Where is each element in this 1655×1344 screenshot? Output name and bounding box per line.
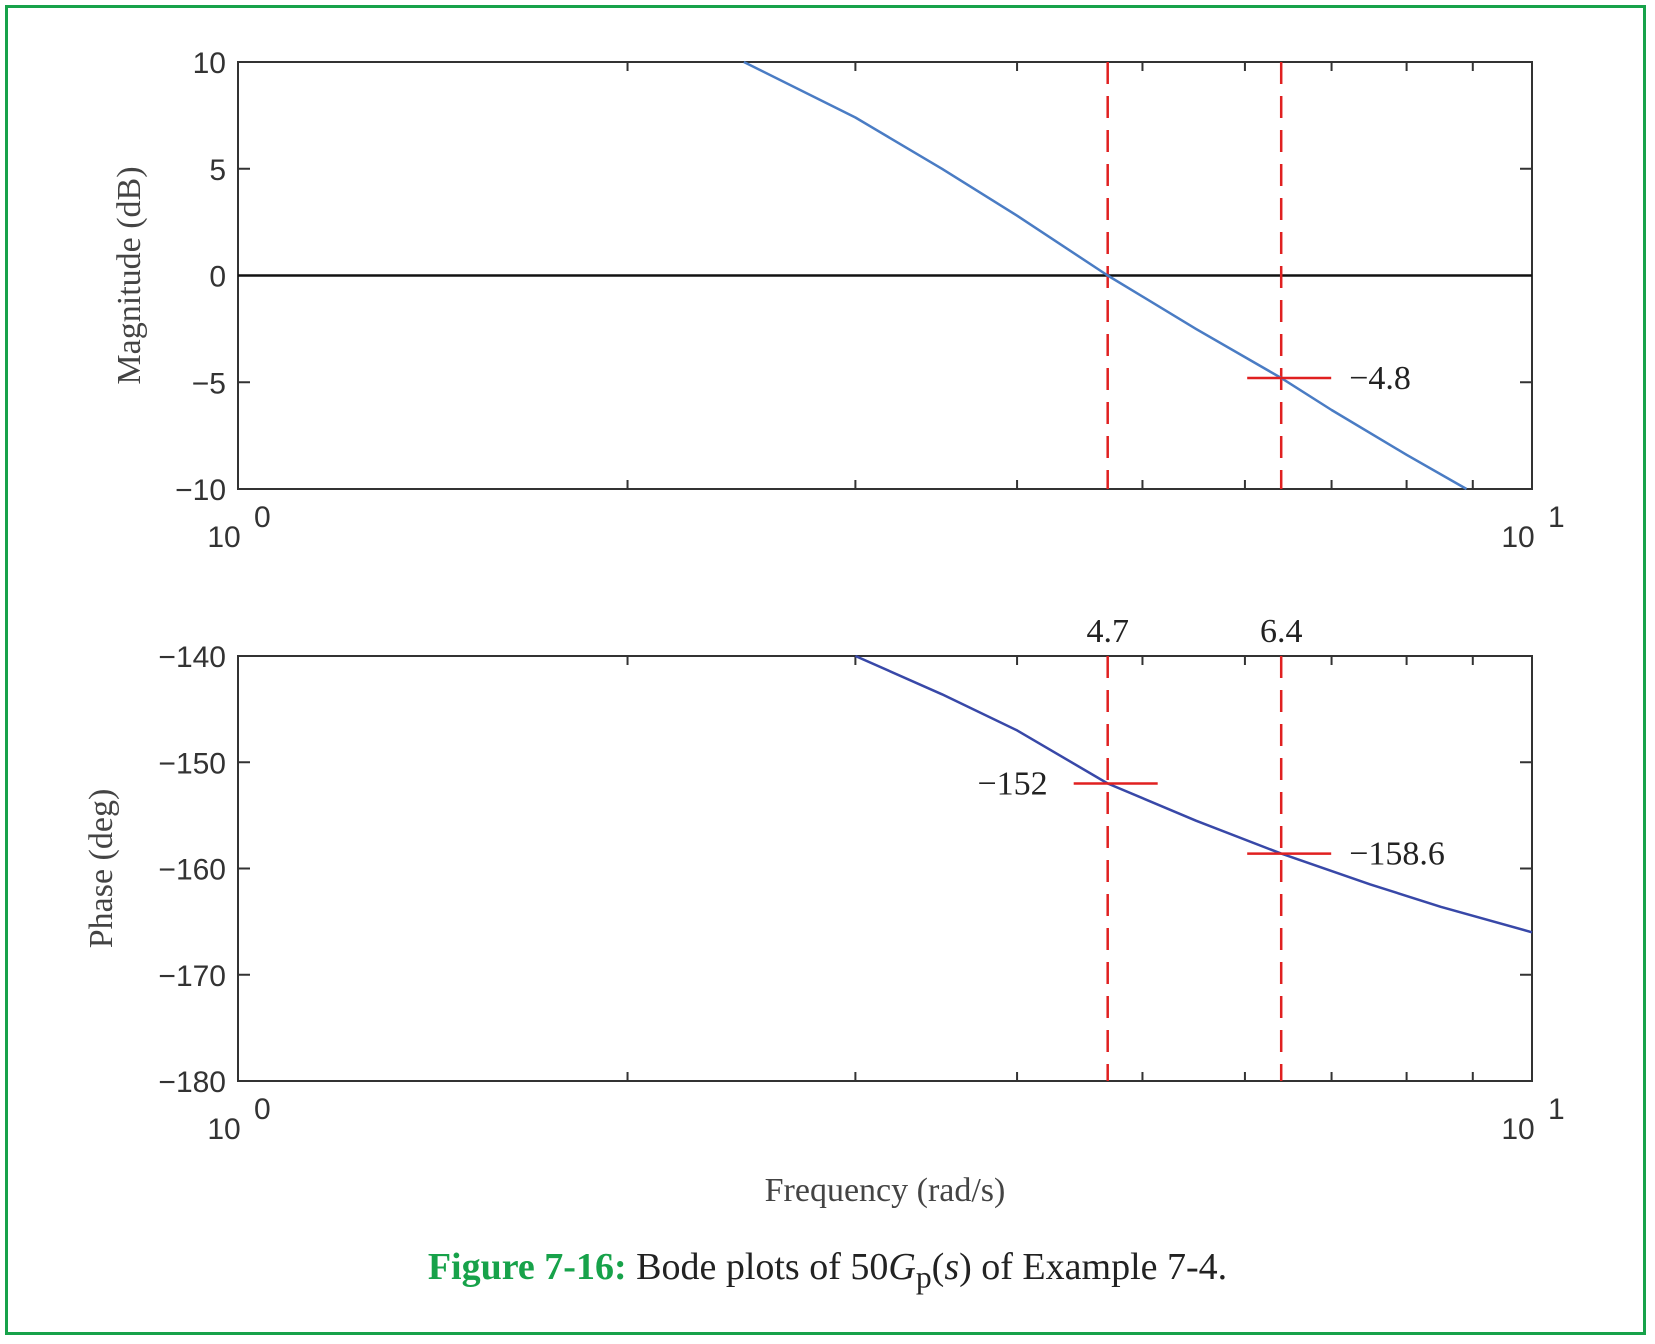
x-tick-label: 10 — [207, 1113, 240, 1146]
value-label: −152 — [978, 766, 1048, 803]
y-tick-label: −150 — [158, 747, 226, 780]
bode-curve — [743, 60, 1468, 491]
figure-frame — [5, 5, 1646, 1335]
x-tick-exponent: 0 — [254, 1093, 271, 1126]
x-tick-label: 10 — [1501, 521, 1534, 554]
x-tick-exponent: 1 — [1548, 501, 1565, 534]
x-tick-exponent: 1 — [1548, 1093, 1565, 1126]
y-tick-label: −160 — [158, 854, 226, 887]
y-axis-label: Magnitude (dB) — [111, 166, 148, 384]
caption-text-after: ) of Example 7-4. — [959, 1246, 1228, 1288]
x-tick-label: 10 — [1501, 1113, 1534, 1146]
value-label: −158.6 — [1349, 836, 1445, 873]
x-tick-base: 10 — [1501, 521, 1534, 554]
phase-plot: −140 −150 −160 −170 −180 10 0 10 1 Phase (deg) Fre… — [83, 613, 1565, 1209]
y-tick-label: 5 — [209, 154, 226, 187]
x-tick-label: 10 — [207, 521, 240, 554]
frequency-label: 6.4 — [1260, 613, 1303, 650]
bode-curve — [854, 654, 1533, 934]
x-tick-base: 10 — [207, 521, 240, 554]
y-tick-label: −180 — [158, 1066, 226, 1099]
value-label: −4.8 — [1349, 360, 1411, 397]
x-tick-base: 10 — [1501, 1113, 1534, 1146]
x-tick-base: 10 — [207, 1113, 240, 1146]
caption-g-symbol: G — [888, 1246, 916, 1288]
figure-caption: Figure 7-16: Bode plots of 50Gp(s) of Ex… — [0, 1245, 1655, 1296]
x-axis-label: Frequency (rad/s) — [765, 1172, 1006, 1209]
figure-label: Figure 7-16: — [427, 1246, 627, 1288]
axes-box — [237, 655, 1533, 1082]
x-tick-exponent: 0 — [254, 501, 271, 534]
y-axis-label: Phase (deg) — [83, 789, 120, 949]
magnitude-plot: 10 5 0 −5 −10 10 0 10 1 Magnitude (dB) −4.8 — [111, 47, 1565, 554]
caption-subscript: p — [915, 1259, 932, 1295]
y-tick-label: −140 — [158, 641, 226, 674]
caption-paren-open: ( — [931, 1246, 945, 1288]
y-tick-label: −10 — [175, 474, 226, 507]
y-tick-label: −170 — [158, 960, 226, 993]
y-tick-label: 0 — [209, 261, 226, 294]
frequency-label: 4.7 — [1086, 613, 1129, 650]
caption-text-before: Bode plots of 50 — [626, 1246, 889, 1288]
caption-s-symbol: s — [944, 1246, 960, 1288]
y-tick-label: −5 — [192, 367, 226, 400]
y-tick-label: 10 — [193, 47, 226, 80]
